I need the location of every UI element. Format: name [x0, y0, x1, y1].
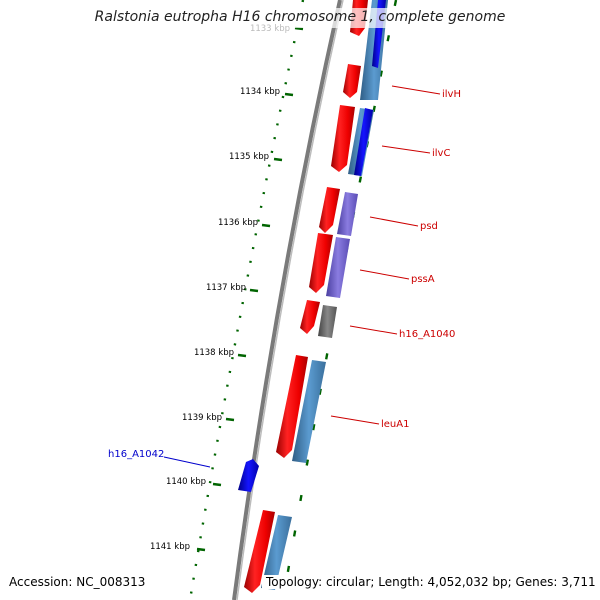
gene-cds — [331, 105, 355, 172]
gene-blue — [354, 108, 373, 176]
connector-leuA1 — [330, 415, 380, 425]
tick-label-1133: 1133 kbp — [250, 24, 290, 34]
gene-label-ilvC[interactable]: ilvC — [432, 148, 450, 159]
connector-ilvH — [391, 85, 441, 95]
tick-label-1138: 1138 kbp — [194, 348, 234, 358]
connector-h16_A1042 — [163, 456, 211, 468]
tick-guide-dotted — [188, 0, 305, 600]
gene-label-psd[interactable]: psd — [420, 221, 438, 232]
connector-pssA — [359, 269, 410, 280]
gene-label-pssA[interactable]: pssA — [411, 274, 435, 285]
gene-cds — [309, 233, 333, 293]
topology-label: Topology: circular; Length: 4,052,032 bp… — [262, 575, 600, 589]
map-title: Ralstonia eutropha H16 chromosome 1, com… — [94, 9, 506, 25]
outer-track-dotted — [281, 0, 398, 600]
tick-mark — [196, 547, 206, 552]
major-ticks — [196, 26, 304, 552]
label-connectors — [163, 85, 441, 468]
gene-label-ilvH[interactable]: ilvH — [442, 89, 461, 100]
gene-cds — [319, 187, 340, 233]
gene-gray — [318, 305, 337, 338]
tick-mark — [249, 288, 259, 293]
tick-label-1140: 1140 kbp — [166, 477, 206, 487]
tick-label-1135: 1135 kbp — [229, 152, 269, 162]
tick-mark — [273, 157, 283, 162]
gene-label-h16_A1040[interactable]: h16_A1040 — [399, 329, 455, 340]
backbone-highlight — [236, 0, 344, 600]
tick-label-1139: 1139 kbp — [182, 413, 222, 423]
gene-cds — [343, 64, 361, 98]
tick-mark — [225, 417, 235, 422]
gene-purple — [326, 237, 350, 298]
gene-label-h16_A1042[interactable]: h16_A1042 — [108, 449, 164, 460]
tick-label-1136: 1136 kbp — [218, 218, 258, 228]
tick-mark — [261, 223, 271, 228]
tick-mark — [294, 26, 304, 31]
connector-psd — [369, 216, 419, 227]
title-backdrop — [98, 8, 504, 28]
accession-label: Accession: NC_008313 — [9, 575, 146, 589]
gene-cds — [244, 510, 275, 593]
tick-mark — [284, 92, 294, 97]
gene-steel — [261, 515, 292, 590]
tick-label-1137: 1137 kbp — [206, 283, 246, 293]
gene-label-leuA1[interactable]: leuA1 — [381, 419, 409, 430]
tick-label-1134: 1134 kbp — [240, 87, 280, 97]
gene-cds — [276, 355, 308, 458]
tick-label-1141: 1141 kbp — [150, 542, 190, 552]
gene-cds — [300, 300, 320, 334]
tick-mark — [237, 353, 247, 358]
gene-purple — [337, 192, 358, 236]
connector-ilvC — [381, 145, 431, 154]
gene-blue — [238, 459, 259, 492]
gene-steel — [292, 360, 326, 463]
backbone-line — [232, 0, 342, 600]
tick-mark — [212, 482, 222, 487]
connector-h16_A1040 — [349, 325, 398, 335]
